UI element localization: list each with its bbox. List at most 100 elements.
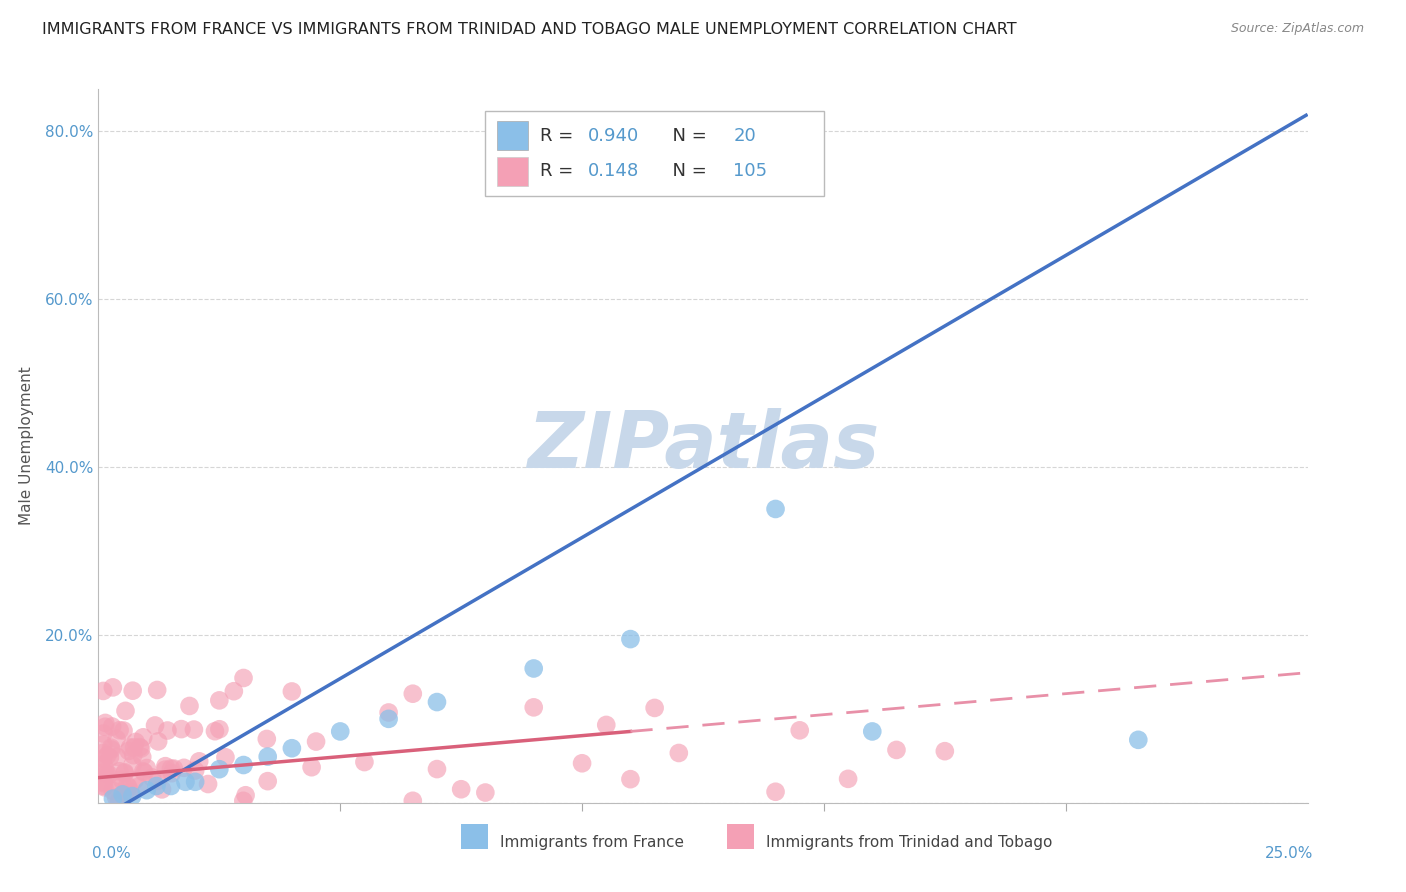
Point bbox=[353, 755, 375, 769]
Point bbox=[111, 788, 134, 802]
Point bbox=[934, 744, 956, 758]
Point bbox=[426, 762, 449, 776]
Text: 105: 105 bbox=[734, 162, 768, 180]
Y-axis label: Male Unemployment: Male Unemployment bbox=[18, 367, 34, 525]
Point bbox=[146, 734, 169, 748]
Point bbox=[197, 777, 219, 791]
Point bbox=[105, 790, 128, 805]
Point bbox=[91, 738, 114, 752]
Text: 0.148: 0.148 bbox=[588, 162, 640, 180]
Point bbox=[96, 748, 118, 763]
Point bbox=[155, 759, 177, 773]
Point bbox=[160, 762, 183, 776]
Point bbox=[1128, 732, 1150, 747]
Text: 0.940: 0.940 bbox=[588, 127, 640, 145]
Point bbox=[644, 701, 666, 715]
Point bbox=[108, 723, 131, 738]
Point bbox=[173, 761, 195, 775]
Point bbox=[402, 687, 425, 701]
Point bbox=[208, 723, 231, 737]
Point bbox=[160, 766, 183, 780]
Point bbox=[129, 741, 152, 756]
FancyBboxPatch shape bbox=[461, 824, 488, 849]
Point bbox=[91, 752, 114, 766]
Point bbox=[256, 774, 278, 789]
Point bbox=[860, 724, 883, 739]
Point bbox=[91, 746, 114, 760]
Point bbox=[204, 724, 226, 739]
Point bbox=[128, 740, 150, 755]
Text: N =: N = bbox=[661, 127, 713, 145]
Point bbox=[98, 750, 121, 764]
Point bbox=[120, 785, 142, 799]
Point bbox=[100, 740, 122, 755]
Point bbox=[232, 794, 254, 808]
Point bbox=[91, 758, 114, 772]
Point bbox=[146, 774, 169, 789]
Point bbox=[118, 740, 141, 755]
Point bbox=[124, 735, 146, 749]
Point bbox=[170, 722, 193, 736]
Point bbox=[281, 684, 304, 698]
Point bbox=[765, 785, 787, 799]
Point bbox=[668, 746, 690, 760]
Point bbox=[91, 776, 114, 790]
Point bbox=[183, 723, 205, 737]
Point bbox=[118, 744, 141, 758]
Point bbox=[208, 762, 231, 776]
Point bbox=[377, 712, 399, 726]
Point bbox=[450, 782, 472, 797]
Point bbox=[150, 782, 173, 797]
Point bbox=[208, 693, 231, 707]
Text: R =: R = bbox=[540, 127, 579, 145]
Text: 20: 20 bbox=[734, 127, 756, 145]
Point bbox=[523, 700, 546, 714]
Point bbox=[98, 767, 121, 781]
Text: IMMIGRANTS FROM FRANCE VS IMMIGRANTS FROM TRINIDAD AND TOBAGO MALE UNEMPLOYMENT : IMMIGRANTS FROM FRANCE VS IMMIGRANTS FRO… bbox=[42, 22, 1017, 37]
Point bbox=[256, 749, 278, 764]
Point bbox=[523, 661, 546, 675]
Point bbox=[91, 684, 114, 698]
Point bbox=[122, 748, 145, 763]
Point bbox=[105, 731, 128, 746]
Point bbox=[114, 765, 136, 780]
Text: R =: R = bbox=[540, 162, 579, 180]
Point bbox=[765, 502, 787, 516]
Point bbox=[101, 719, 124, 733]
Point bbox=[121, 789, 143, 803]
Point bbox=[104, 774, 127, 789]
Point bbox=[256, 731, 278, 746]
Text: Immigrants from Trinidad and Tobago: Immigrants from Trinidad and Tobago bbox=[766, 835, 1052, 849]
Point bbox=[94, 762, 117, 776]
Point bbox=[91, 726, 114, 740]
Point bbox=[132, 764, 155, 779]
Point bbox=[377, 706, 399, 720]
Point bbox=[571, 756, 593, 771]
Point bbox=[101, 784, 124, 798]
Point bbox=[619, 772, 641, 787]
Point bbox=[91, 775, 114, 789]
Point bbox=[837, 772, 859, 786]
FancyBboxPatch shape bbox=[485, 111, 824, 196]
Point bbox=[789, 723, 811, 738]
Text: 25.0%: 25.0% bbox=[1265, 846, 1313, 861]
Point bbox=[96, 767, 118, 781]
Point bbox=[235, 789, 257, 803]
Point bbox=[146, 683, 169, 698]
Point bbox=[184, 764, 207, 778]
Point bbox=[114, 704, 136, 718]
Text: N =: N = bbox=[661, 162, 713, 180]
Point bbox=[132, 731, 155, 745]
Point bbox=[402, 794, 425, 808]
Point bbox=[91, 779, 114, 793]
Point bbox=[117, 780, 139, 795]
Point bbox=[184, 774, 207, 789]
Point bbox=[474, 785, 496, 799]
Point bbox=[122, 740, 145, 755]
Point bbox=[222, 684, 245, 698]
Point bbox=[155, 763, 177, 777]
Point bbox=[115, 779, 138, 793]
Point bbox=[112, 723, 135, 738]
Point bbox=[595, 718, 617, 732]
Point bbox=[886, 743, 908, 757]
